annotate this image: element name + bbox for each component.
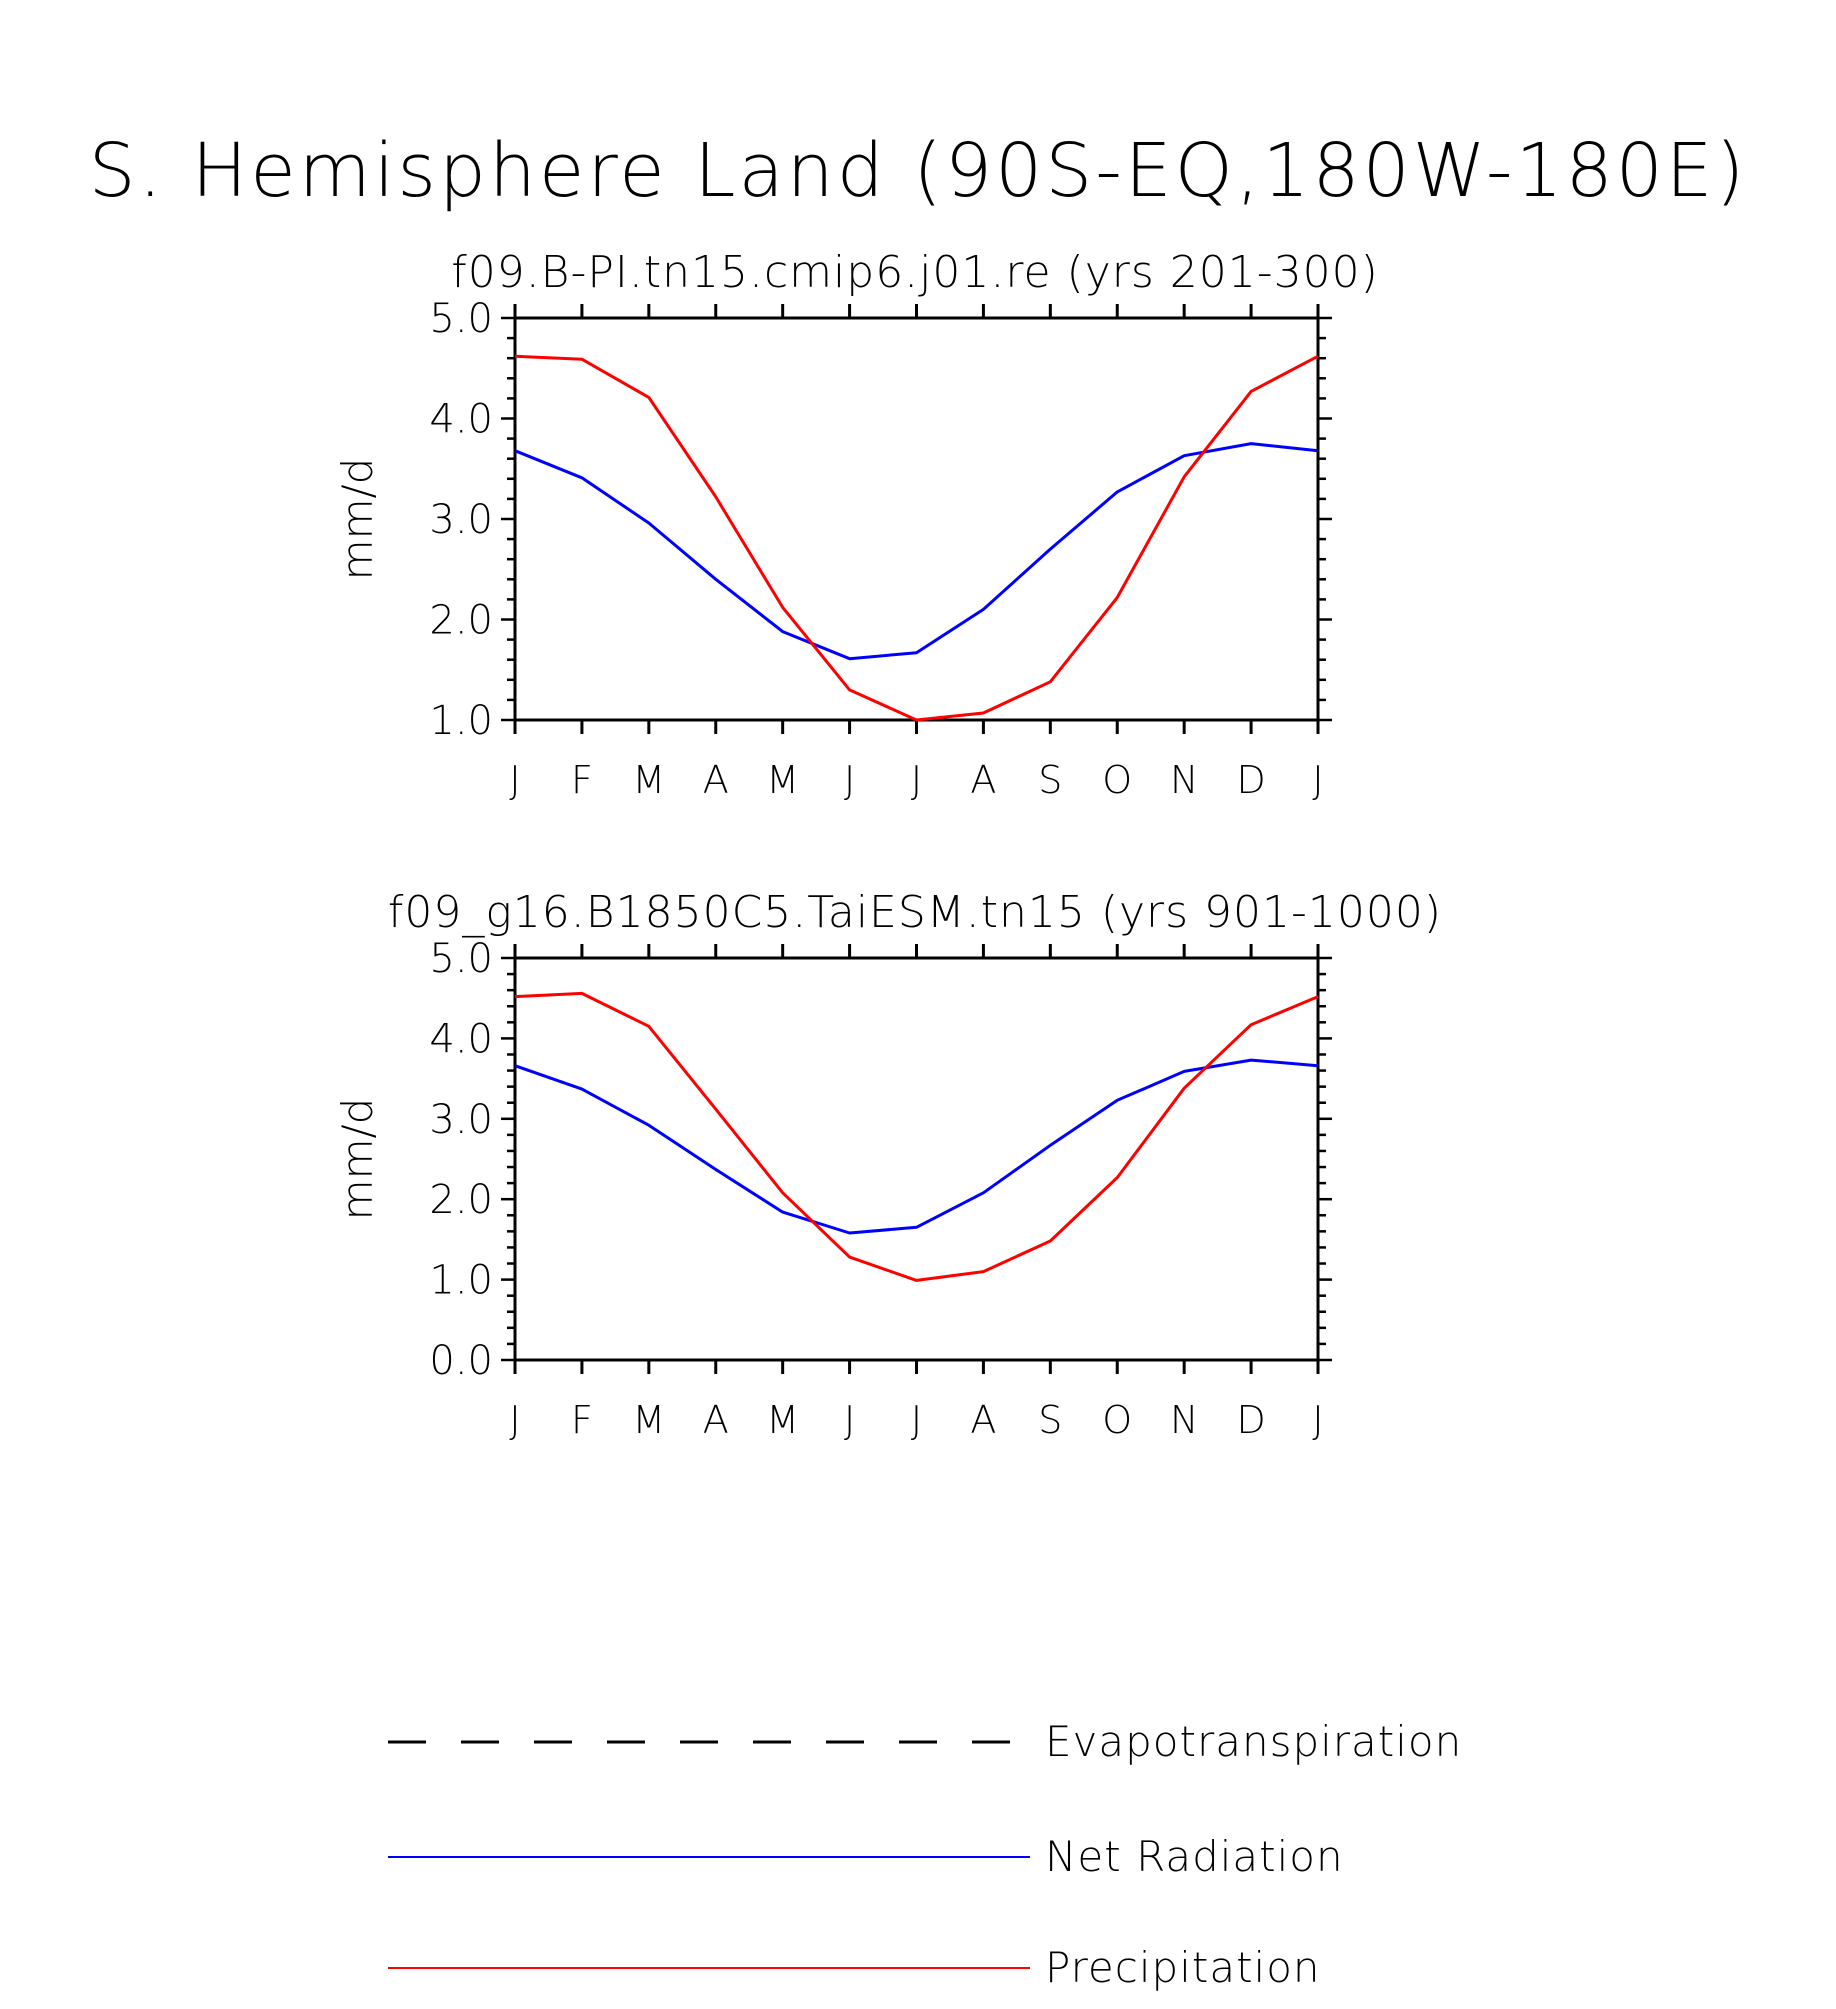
y-tick-label: 5.0 [429, 936, 493, 982]
y-tick-label: 3.0 [429, 1097, 493, 1143]
x-tick-label: M [632, 758, 665, 802]
x-tick-label: S [1038, 758, 1062, 802]
chart-title: f09.B-PI.tn15.cmip6.j01.re (yrs 201-300) [451, 247, 1379, 298]
y-tick-label: 4.0 [429, 1016, 493, 1062]
x-tick-label: D [1236, 758, 1265, 802]
x-tick-label: S [1038, 1398, 1062, 1442]
y-tick-label: 2.0 [429, 598, 493, 644]
x-tick-label: A [703, 758, 729, 802]
series-line-net-radiation [514, 1058, 1319, 1235]
x-tick-label: A [970, 758, 996, 802]
x-tick-label: O [1102, 1398, 1132, 1442]
y-tick-label: 5.0 [429, 296, 493, 342]
y-tick-label: 2.0 [429, 1177, 493, 1223]
y-tick-label: 0.0 [429, 1338, 493, 1384]
x-tick-label: J [911, 758, 922, 802]
series-line-net-radiation [514, 442, 1319, 661]
y-tick-label: 1.0 [429, 698, 493, 744]
x-tick-label: M [766, 758, 799, 802]
chart-legend: Evapotranspiration Net Radiation Precipita… [388, 1717, 1462, 1992]
x-tick-label: J [509, 758, 520, 802]
y-tick-label: 3.0 [429, 497, 493, 543]
x-tick-label: M [766, 1398, 799, 1442]
chart-title: f09_g16.B1850C5.TaiESM.tn15 (yrs 901-100… [388, 887, 1442, 938]
x-tick-label: J [509, 1398, 520, 1442]
legend-label-net-radiation: Net Radiation [1045, 1832, 1344, 1881]
y-tick-label: 4.0 [429, 397, 493, 443]
x-tick-label: J [1312, 1398, 1323, 1442]
x-tick-label: J [844, 1398, 855, 1442]
x-tick-label: N [1170, 758, 1198, 802]
y-axis-label: mm/d [333, 458, 382, 581]
x-tick-label: A [703, 1398, 729, 1442]
legend-label-evapotranspiration: Evapotranspiration [1045, 1717, 1462, 1766]
x-tick-label: F [571, 758, 593, 802]
series-line-precipitation [514, 354, 1319, 722]
x-tick-label: A [970, 1398, 996, 1442]
legend-label-precipitation: Precipitation [1045, 1943, 1321, 1992]
x-tick-label: M [632, 1398, 665, 1442]
x-tick-label: J [911, 1398, 922, 1442]
x-tick-label: F [571, 1398, 593, 1442]
x-tick-label: D [1236, 1398, 1265, 1442]
x-tick-label: O [1102, 758, 1132, 802]
y-axis-label: mm/d [333, 1098, 382, 1221]
x-tick-label: J [844, 758, 855, 802]
chart-panel-top: f09.B-PI.tn15.cmip6.j01.re (yrs 201-300)… [333, 247, 1379, 802]
chart-panel-bottom: f09_g16.B1850C5.TaiESM.tn15 (yrs 901-100… [333, 887, 1442, 1442]
y-tick-label: 1.0 [429, 1258, 493, 1304]
figure-title: S. Hemisphere Land (90S-EQ,180W-180E) [88, 128, 1748, 214]
x-tick-label: J [1312, 758, 1323, 802]
plot-frame [513, 316, 1320, 722]
series-line-precipitation [514, 991, 1319, 1282]
x-tick-label: N [1170, 1398, 1198, 1442]
